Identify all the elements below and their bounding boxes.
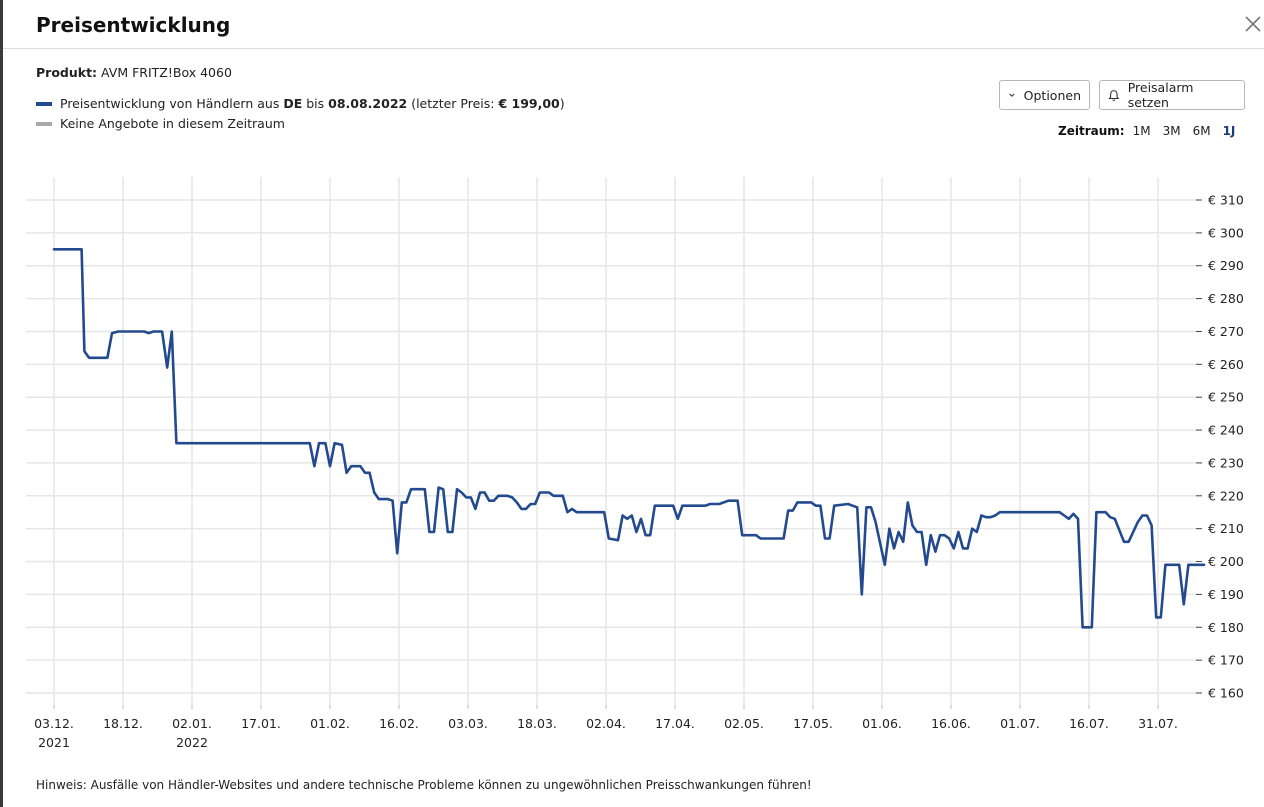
x-tick-label: 02.05.: [724, 716, 764, 731]
x-tick-label: 01.07.: [1000, 716, 1040, 731]
product-line: Produkt: AVM FRITZ!Box 4060: [36, 65, 232, 80]
options-label: Optionen: [1023, 87, 1081, 103]
legend-country: DE: [283, 96, 303, 111]
hint-text: Hinweis: Ausfälle von Händler-Websites u…: [36, 778, 812, 792]
price-chart: € 160 € 170 € 180 € 190 € 200 € 210 € 220 € 230…: [26, 177, 1244, 750]
y-tick-label: € 220: [1208, 488, 1244, 503]
x-tick-label: 16.07.: [1069, 716, 1109, 731]
y-tick-label: € 260: [1208, 357, 1244, 372]
legend-last-price-suffix: ): [559, 96, 565, 111]
y-tick-label: € 290: [1208, 258, 1244, 273]
legend-no-offers: Keine Angebote in diesem Zeitraum: [60, 116, 285, 131]
x-tick-label: 17.01.: [241, 716, 281, 731]
product-name: AVM FRITZ!Box 4060: [101, 65, 232, 80]
legend-until: bis: [306, 96, 325, 111]
left-window-edge: [0, 0, 3, 807]
x-tick-label: 03.12.: [34, 716, 74, 731]
legend-item-price-series: Preisentwicklung von Händlern aus DE bis…: [36, 96, 565, 111]
x-tick-label: 02.04.: [586, 716, 626, 731]
y-tick-label: € 200: [1208, 554, 1244, 569]
product-label: Produkt:: [36, 65, 98, 80]
page-title: Preisentwicklung: [36, 13, 231, 37]
price-alert-button[interactable]: Preisalarm setzen: [1099, 80, 1245, 110]
x-tick-label: 31.07.: [1138, 716, 1178, 731]
dialog-header: Preisentwicklung: [3, 0, 1264, 49]
timerange-option-1j[interactable]: 1J: [1222, 124, 1236, 138]
chevron-down-icon: [1009, 93, 1015, 97]
y-tick-label: € 280: [1208, 291, 1244, 306]
x-tick-label: 02.01.: [172, 716, 212, 731]
legend-last-price: € 199,00: [498, 96, 560, 111]
timerange-option-1m[interactable]: 1M: [1132, 124, 1151, 138]
close-icon[interactable]: [1241, 12, 1264, 36]
y-tick-label: € 180: [1208, 620, 1244, 635]
timerange-selector: Zeitraum: 1M 3M 6M 1J: [1058, 124, 1235, 138]
legend-series-prefix: Preisentwicklung von Händlern aus: [60, 96, 280, 111]
x-tick-label: 17.05.: [793, 716, 833, 731]
no-offers-swatch: [36, 121, 52, 126]
bell-icon: [1108, 89, 1120, 101]
price-series-line: [52, 248, 1206, 629]
x-tick-label: 18.12.: [103, 716, 143, 731]
x-tick-year: 2021: [38, 735, 70, 750]
y-tick-label: € 240: [1208, 423, 1244, 438]
y-tick-label: € 250: [1208, 390, 1244, 405]
x-tick-label: 01.02.: [310, 716, 350, 731]
x-tick-label: 01.06.: [862, 716, 902, 731]
y-tick-label: € 230: [1208, 455, 1244, 470]
legend-date: 08.08.2022: [328, 96, 408, 111]
x-tick-label: 16.02.: [379, 716, 419, 731]
legend-last-price-prefix: (letzter Preis:: [411, 96, 495, 111]
series-swatch: [36, 101, 52, 106]
y-tick-label: € 160: [1208, 686, 1244, 701]
timerange-option-3m[interactable]: 3M: [1162, 124, 1181, 138]
x-tick-label: 18.03.: [517, 716, 557, 731]
x-tick-label: 16.06.: [931, 716, 971, 731]
legend-item-no-offers: Keine Angebote in diesem Zeitraum: [36, 116, 285, 131]
y-tick-label: € 210: [1208, 521, 1244, 536]
options-button[interactable]: Optionen: [999, 80, 1090, 110]
y-tick-label: € 170: [1208, 653, 1244, 668]
price-alert-label: Preisalarm setzen: [1127, 80, 1194, 110]
y-tick-label: € 300: [1208, 225, 1244, 240]
y-tick-label: € 190: [1208, 587, 1244, 602]
y-tick-label: € 270: [1208, 324, 1244, 339]
timerange-option-6m[interactable]: 6M: [1192, 124, 1211, 138]
x-tick-label: 17.04.: [655, 716, 695, 731]
y-tick-label: € 310: [1208, 193, 1244, 208]
x-tick-year: 2022: [176, 735, 208, 750]
timerange-label: Zeitraum:: [1058, 124, 1125, 138]
x-tick-label: 03.03.: [448, 716, 488, 731]
